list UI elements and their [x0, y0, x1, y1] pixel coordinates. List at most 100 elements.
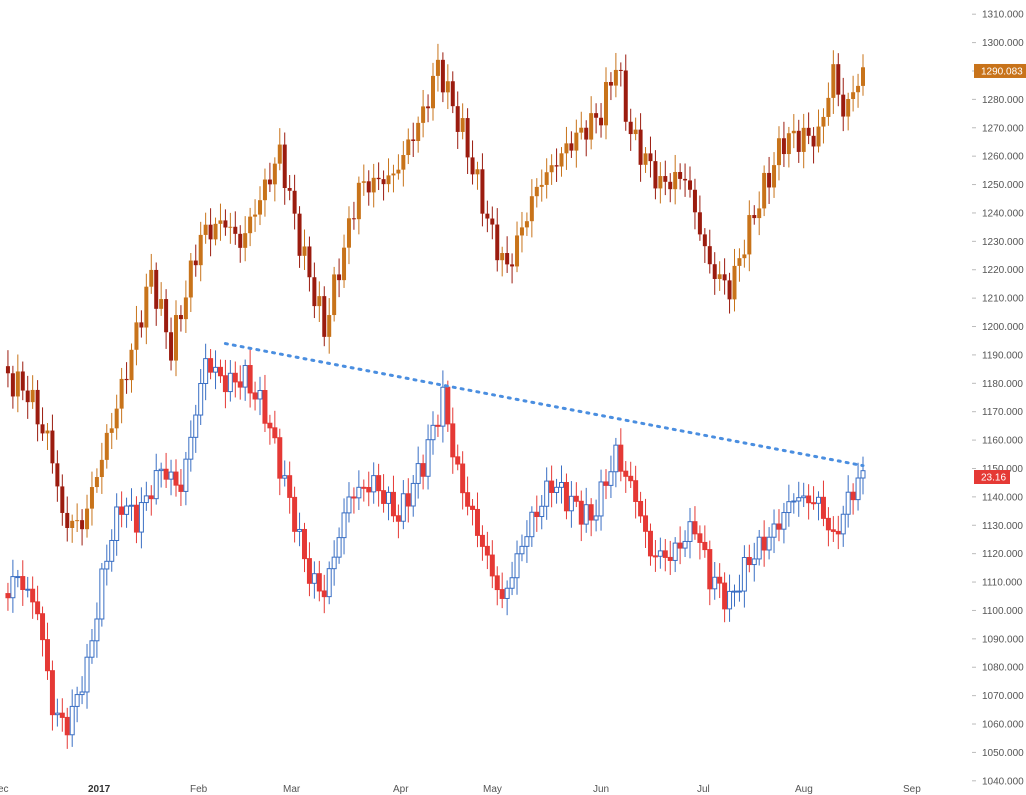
- candle-body: [272, 427, 278, 439]
- candle-body: [356, 486, 362, 499]
- candle-body: [855, 477, 861, 501]
- candle-body: [741, 556, 747, 592]
- y-tick-label: 1190.000: [982, 350, 1023, 361]
- bar-body: [678, 171, 683, 179]
- candle-body: [297, 528, 303, 532]
- candle-body: [697, 533, 703, 543]
- candle-body: [173, 471, 179, 486]
- x-tick-label: Sep: [903, 784, 921, 795]
- bar-body: [144, 286, 149, 328]
- bar-body: [262, 179, 267, 201]
- bar-body: [831, 64, 836, 98]
- y-tick-label: 1150.000: [982, 464, 1023, 475]
- y-tick-label: 1040.000: [982, 776, 1024, 787]
- bar-body: [332, 274, 337, 316]
- bar-body: [396, 169, 401, 174]
- bar-body: [85, 508, 90, 530]
- candle-body: [796, 497, 802, 502]
- candle-body: [474, 508, 480, 536]
- bar-body: [5, 366, 10, 374]
- candle-body: [49, 670, 55, 716]
- bar-body: [851, 92, 856, 100]
- candle-body: [687, 521, 693, 542]
- bar-body: [856, 85, 861, 93]
- bar-body: [149, 269, 154, 287]
- candle-body: [751, 558, 757, 566]
- candle-body: [341, 512, 347, 539]
- bar-body: [342, 247, 347, 281]
- bar-body: [460, 118, 465, 132]
- bar-body: [435, 59, 440, 76]
- candle-body: [361, 486, 367, 489]
- bar-body: [99, 459, 104, 478]
- bar-body: [421, 106, 426, 123]
- candle-body: [598, 481, 604, 517]
- bar-body: [411, 139, 416, 141]
- bar-body: [213, 223, 218, 240]
- bar-body: [638, 129, 643, 165]
- y-tick-label: 1090.000: [982, 634, 1024, 645]
- bar-body: [806, 127, 811, 136]
- candle-body: [756, 536, 762, 560]
- last-price-badge: [974, 63, 1026, 78]
- bar-body: [272, 163, 277, 185]
- candle-body: [5, 593, 11, 599]
- bar-body: [490, 218, 495, 225]
- bar-body: [159, 299, 164, 309]
- bar-body: [124, 378, 129, 381]
- badge-label: 1290.083: [981, 66, 1023, 77]
- bar-body: [747, 215, 752, 255]
- bar-body: [282, 144, 287, 189]
- candle-body: [460, 463, 466, 494]
- candle-body: [647, 530, 653, 557]
- candle-body: [133, 504, 139, 533]
- bar-body: [816, 126, 821, 147]
- bar-body: [776, 138, 781, 166]
- bar-body: [366, 181, 371, 193]
- candle-body: [20, 576, 26, 591]
- candle-body: [504, 587, 510, 599]
- candle-body: [227, 372, 233, 393]
- candle-body: [435, 424, 441, 427]
- bar-body: [569, 143, 574, 151]
- bar-body: [10, 373, 15, 397]
- y-tick-label: 1080.000: [982, 663, 1024, 674]
- candle-body: [613, 444, 619, 473]
- candle-body: [623, 470, 629, 477]
- bar-body: [589, 113, 594, 140]
- candle-body: [682, 540, 688, 549]
- candle-body: [652, 555, 658, 558]
- y-tick-label: 1070.000: [982, 691, 1024, 702]
- bar-body: [707, 246, 712, 265]
- candle-body: [776, 523, 782, 530]
- bar-body: [475, 169, 480, 175]
- dotted-trendline[interactable]: [223, 342, 865, 468]
- bar-body: [154, 269, 159, 309]
- bar-body: [722, 274, 727, 281]
- y-tick-label: 1210.000: [982, 294, 1024, 305]
- candle-body: [84, 656, 90, 693]
- bar-body: [317, 296, 322, 307]
- candle-body: [242, 365, 248, 388]
- candle-body: [633, 480, 639, 502]
- bar-body: [599, 117, 604, 126]
- bar-body: [524, 221, 529, 228]
- candle-body: [395, 515, 401, 522]
- y-tick-label: 1060.000: [982, 720, 1024, 731]
- candle-body: [816, 496, 822, 504]
- bar-body: [134, 322, 139, 350]
- bar-body: [104, 432, 109, 460]
- candle-body: [217, 366, 223, 377]
- candle-body: [736, 590, 742, 593]
- candle-body: [376, 475, 382, 492]
- bar-body: [109, 428, 114, 433]
- trendline[interactable]: [223, 342, 865, 468]
- bar-body: [801, 127, 806, 152]
- bar-body: [208, 224, 213, 240]
- bar-body: [431, 75, 435, 109]
- bar-body: [584, 127, 589, 140]
- bar-body: [80, 520, 85, 530]
- bar-body: [811, 135, 816, 147]
- bar-body: [20, 371, 25, 391]
